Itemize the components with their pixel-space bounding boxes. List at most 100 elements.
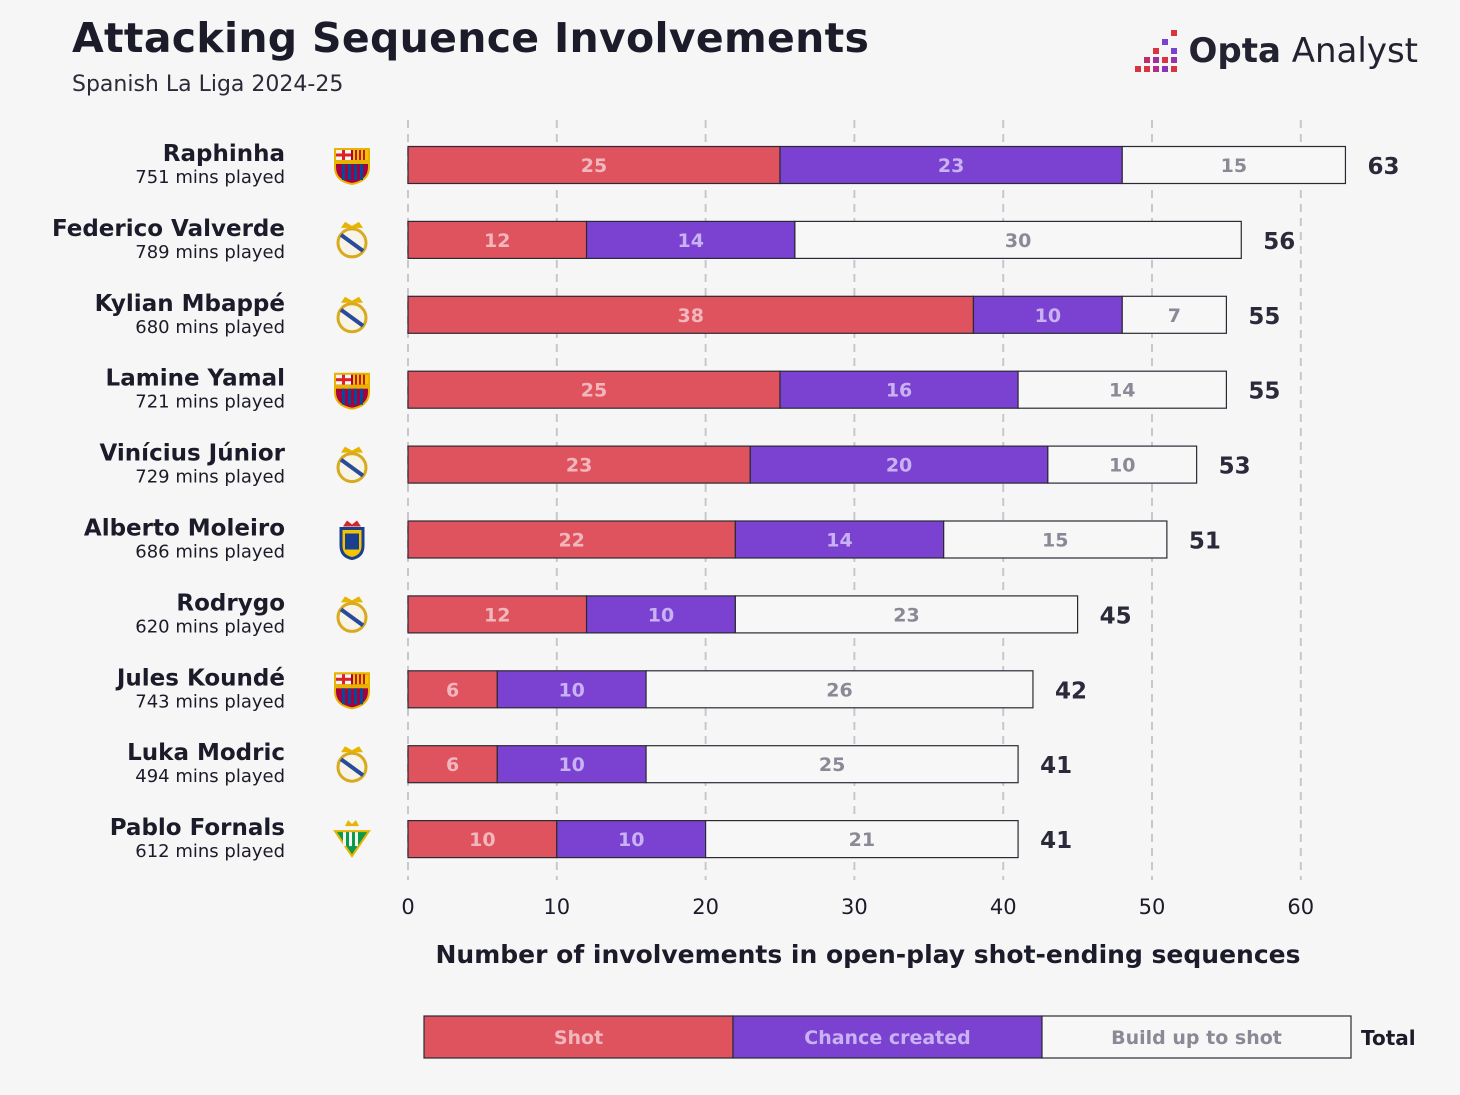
x-tick-label: 10	[543, 895, 570, 919]
bar-segment-chance-created	[734, 520, 945, 559]
bar-segment-chance-created	[585, 220, 796, 259]
brand-logo: Opta Analyst	[1133, 28, 1418, 74]
bar-value-label: 16	[886, 380, 912, 402]
bar-value-label: 23	[893, 604, 919, 626]
chart-subtitle: Spanish La Liga 2024-25	[72, 72, 344, 97]
player-name: Federico Valverde	[52, 216, 285, 242]
player-name: Jules Koundé	[115, 665, 285, 691]
bar-segment-build-up	[645, 670, 1034, 709]
barcelona-crest-icon	[334, 372, 370, 410]
bar-value-label: 12	[484, 604, 510, 626]
bar-value-label: 25	[581, 155, 607, 177]
legend-swatch	[423, 1015, 734, 1059]
bar-segment-build-up	[1121, 295, 1227, 334]
bar-total-label: 55	[1248, 379, 1280, 405]
bar-segment-shot	[407, 819, 558, 859]
real-madrid-crest-icon	[336, 221, 368, 259]
bar-segment-shot	[407, 445, 751, 484]
las-palmas-crest-icon	[339, 520, 365, 561]
bar-total-label: 41	[1040, 753, 1072, 779]
bar-segment-build-up	[1017, 370, 1228, 409]
bar-segment-chance-created	[556, 819, 707, 859]
x-tick-label: 0	[401, 895, 414, 919]
bar-value-label: 25	[819, 754, 845, 776]
bar-value-label: 6	[446, 754, 459, 776]
player-name: Rodrygo	[176, 590, 285, 616]
player-minutes: 612 mins played	[135, 841, 285, 862]
player-minutes: 686 mins played	[135, 542, 285, 563]
bar-value-label: 38	[677, 305, 703, 327]
x-tick-label: 20	[692, 895, 719, 919]
player-minutes: 729 mins played	[135, 467, 285, 488]
player-minutes: 721 mins played	[135, 392, 285, 413]
bar-value-label: 10	[469, 829, 495, 851]
player-minutes: 620 mins played	[135, 616, 285, 637]
bar-value-label: 6	[446, 679, 459, 701]
bar-value-label: 10	[558, 679, 584, 701]
bar-value-label: 10	[1109, 455, 1135, 477]
real-betis-crest-icon	[333, 820, 371, 858]
chart-title: Attacking Sequence Involvements	[72, 14, 870, 62]
bar-segment-build-up	[1121, 145, 1347, 185]
player-name: Lamine Yamal	[106, 366, 285, 392]
bar-segment-shot	[407, 595, 588, 634]
legend-item-chance-created: Chance created	[732, 1015, 1043, 1059]
bar-value-label: 15	[1042, 530, 1068, 552]
player-name: Pablo Fornals	[110, 815, 285, 841]
player-name: Raphinha	[163, 141, 285, 167]
bar-total-label: 45	[1100, 603, 1132, 629]
bar-value-label: 10	[1035, 305, 1061, 327]
player-name: Kylian Mbappé	[95, 291, 285, 317]
bar-total-label: 56	[1263, 229, 1295, 255]
x-tick-label: 50	[1139, 895, 1166, 919]
player-name: Vinícius Júnior	[100, 441, 286, 467]
legend-item-build-up: Build up to shot	[1041, 1015, 1352, 1059]
bar-value-label: 25	[581, 380, 607, 402]
barcelona-crest-icon	[334, 148, 370, 186]
bar-segment-shot	[407, 670, 498, 709]
bar-value-label: 20	[886, 455, 912, 477]
bar-value-label: 7	[1168, 305, 1181, 327]
bar-segment-chance-created	[972, 295, 1123, 334]
player-minutes: 751 mins played	[135, 167, 285, 188]
bar-value-label: 21	[849, 829, 875, 851]
bar-segment-shot	[407, 745, 498, 784]
x-tick-label: 40	[990, 895, 1017, 919]
legend-label: Chance created	[804, 1027, 971, 1049]
bar-total-label: 51	[1189, 529, 1221, 555]
player-minutes: 494 mins played	[135, 766, 285, 787]
player-minutes: 789 mins played	[135, 242, 285, 263]
bar-total-label: 55	[1248, 304, 1280, 330]
player-name: Luka Modric	[127, 740, 285, 766]
bar-value-label: 23	[566, 455, 592, 477]
bar-value-label: 14	[826, 530, 852, 552]
bar-value-label: 10	[558, 754, 584, 776]
bar-value-label: 14	[677, 230, 703, 252]
real-madrid-crest-icon	[336, 296, 368, 334]
bar-segment-build-up	[1047, 445, 1198, 484]
bar-value-label: 10	[618, 829, 644, 851]
bar-value-label: 10	[648, 604, 674, 626]
bar-segment-shot	[407, 145, 781, 185]
legend-swatch	[1041, 1015, 1352, 1059]
real-madrid-crest-icon	[336, 596, 368, 633]
bar-value-label: 23	[938, 155, 964, 177]
bar-total-label: 42	[1055, 678, 1087, 704]
bar-total-label: 63	[1367, 154, 1399, 180]
bar-value-label: 15	[1221, 155, 1247, 177]
bar-segment-build-up	[794, 220, 1242, 259]
bar-segment-shot	[407, 295, 975, 334]
opta-pixel-icon	[1134, 30, 1177, 72]
legend-item-shot: Shot	[423, 1015, 734, 1059]
barcelona-crest-icon	[334, 672, 370, 710]
player-minutes: 680 mins played	[135, 317, 285, 338]
real-madrid-crest-icon	[336, 446, 368, 484]
